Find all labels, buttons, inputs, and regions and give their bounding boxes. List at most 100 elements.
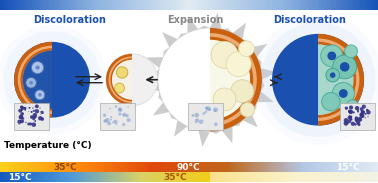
Bar	[115, 172, 116, 182]
Bar	[39, 172, 41, 182]
Circle shape	[355, 106, 359, 110]
Bar	[245, 172, 247, 182]
Bar	[299, 172, 301, 182]
Bar	[83, 163, 86, 172]
Bar	[138, 163, 141, 172]
Bar	[112, 163, 115, 172]
Bar	[204, 163, 207, 172]
Bar	[79, 0, 82, 10]
Bar	[146, 163, 149, 172]
Bar	[60, 163, 64, 172]
Bar	[350, 172, 352, 182]
Wedge shape	[318, 38, 359, 121]
Bar	[144, 163, 147, 172]
Circle shape	[349, 110, 353, 114]
Bar	[109, 172, 111, 182]
Bar	[198, 0, 201, 10]
Bar	[192, 172, 194, 182]
Bar	[263, 0, 266, 10]
Circle shape	[105, 118, 110, 123]
Bar	[98, 172, 100, 182]
Bar	[62, 163, 65, 172]
Circle shape	[106, 54, 158, 106]
Bar	[348, 172, 350, 182]
Bar	[22, 172, 24, 182]
Bar	[306, 0, 309, 10]
Bar	[316, 163, 319, 172]
Bar	[333, 0, 336, 10]
Bar	[369, 172, 370, 182]
Wedge shape	[20, 48, 52, 111]
Bar	[340, 172, 342, 182]
Bar	[30, 163, 33, 172]
Bar	[296, 172, 298, 182]
Bar	[325, 172, 327, 182]
Bar	[172, 172, 174, 182]
Circle shape	[17, 120, 22, 124]
Bar	[48, 172, 50, 182]
Bar	[2, 172, 4, 182]
Bar	[130, 172, 132, 182]
Bar	[255, 163, 258, 172]
Bar	[239, 172, 240, 182]
Bar	[317, 172, 319, 182]
Circle shape	[27, 123, 30, 126]
Bar	[185, 163, 188, 172]
Bar	[214, 172, 216, 182]
Bar	[180, 0, 183, 10]
Bar	[206, 172, 208, 182]
Bar	[25, 163, 28, 172]
Bar	[44, 172, 46, 182]
Circle shape	[122, 123, 125, 126]
Bar	[202, 0, 205, 10]
Polygon shape	[174, 120, 187, 137]
Bar	[2, 163, 5, 172]
Bar	[348, 163, 351, 172]
Bar	[310, 172, 312, 182]
Bar	[133, 172, 135, 182]
Bar	[272, 0, 275, 10]
Bar	[110, 172, 112, 182]
Circle shape	[333, 55, 356, 79]
Bar	[361, 163, 364, 172]
Bar	[369, 163, 372, 172]
Bar	[271, 172, 272, 182]
Bar	[174, 172, 177, 182]
Bar	[278, 163, 281, 172]
Bar	[321, 163, 324, 172]
Bar	[4, 0, 7, 10]
Circle shape	[350, 118, 352, 121]
Bar	[91, 172, 93, 182]
Bar	[13, 163, 16, 172]
Bar	[278, 172, 280, 182]
Bar	[266, 0, 270, 10]
Bar	[37, 172, 39, 182]
Circle shape	[19, 115, 23, 119]
Bar	[267, 172, 269, 182]
Bar	[212, 172, 214, 182]
Circle shape	[354, 123, 357, 126]
Bar	[291, 172, 293, 182]
Bar	[227, 172, 229, 182]
Circle shape	[366, 109, 369, 111]
Circle shape	[194, 113, 199, 117]
Bar	[327, 0, 330, 10]
Circle shape	[253, 15, 378, 145]
Bar	[327, 163, 330, 172]
Bar	[194, 172, 196, 182]
Bar	[266, 172, 268, 182]
Bar	[296, 172, 297, 182]
Bar	[115, 163, 118, 172]
Bar	[242, 172, 244, 182]
Bar	[84, 172, 86, 182]
Bar	[67, 172, 69, 182]
Circle shape	[32, 122, 36, 127]
Circle shape	[260, 23, 375, 137]
Bar	[94, 172, 96, 182]
Circle shape	[344, 118, 349, 123]
Bar	[93, 0, 96, 10]
Bar	[265, 172, 266, 182]
Bar	[40, 172, 42, 182]
Bar	[92, 172, 94, 182]
Bar	[312, 0, 315, 10]
